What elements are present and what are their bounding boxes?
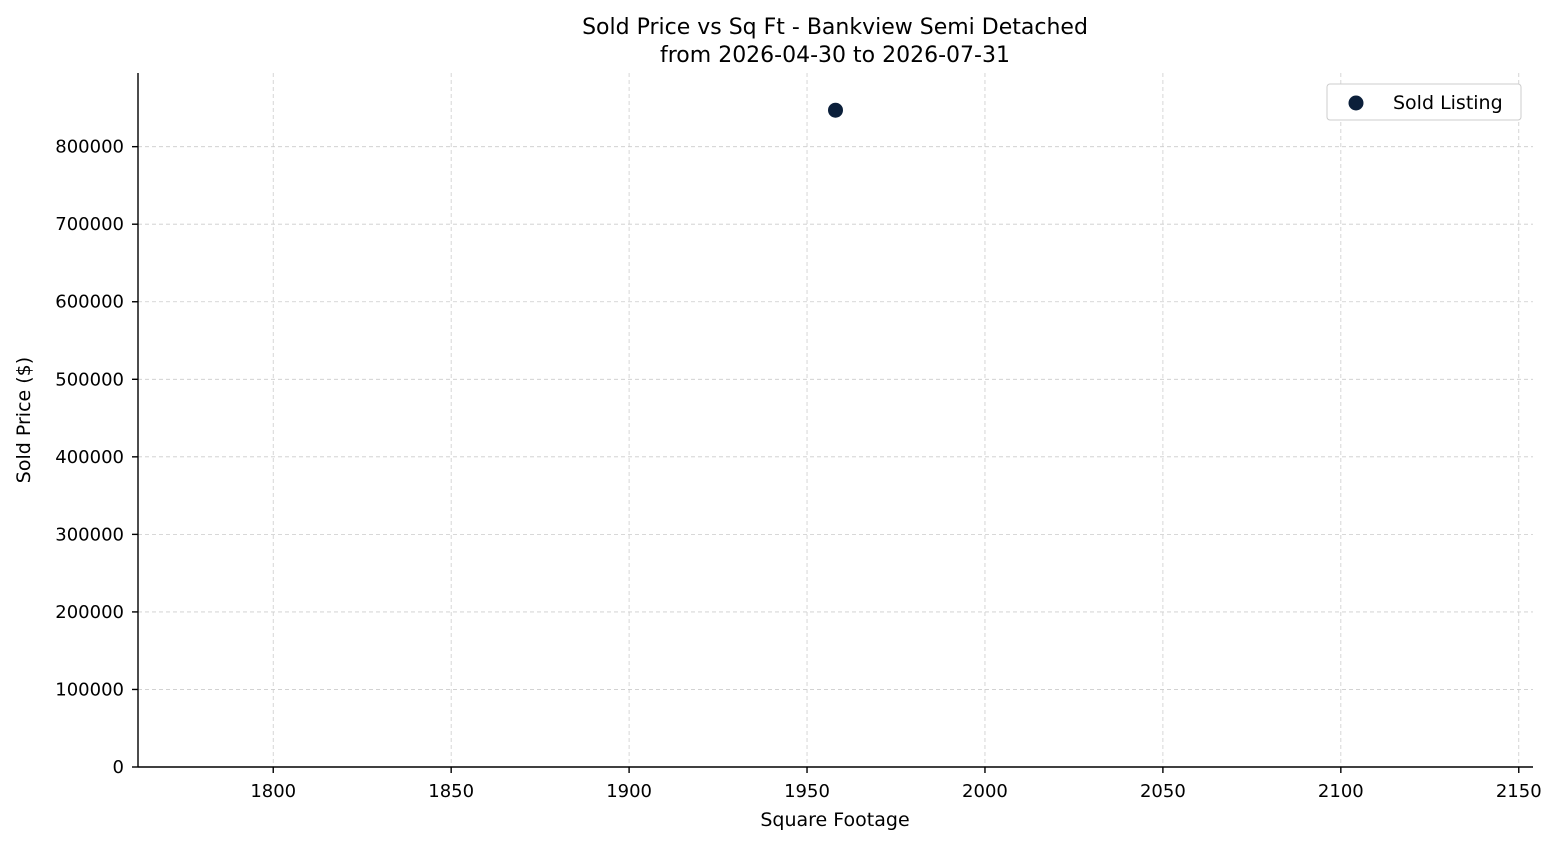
x-tick-label: 1900 (606, 781, 652, 802)
y-axis-label: Sold Price ($) (13, 357, 35, 483)
x-tick-label: 2100 (1318, 781, 1364, 802)
x-tick-label: 1950 (784, 781, 830, 802)
chart-title: Sold Price vs Sq Ft - Bankview Semi Deta… (582, 15, 1088, 40)
legend-label: Sold Listing (1393, 92, 1503, 114)
x-tick-label: 2050 (1140, 781, 1186, 802)
legend-box (1326, 83, 1522, 121)
data-point (828, 102, 843, 118)
y-tick-label: 300000 (55, 524, 124, 545)
legend: Sold Listing (1326, 83, 1522, 121)
y-tick-label: 400000 (55, 447, 124, 468)
y-tick-label: 800000 (55, 137, 124, 158)
x-tick-label: 1800 (250, 781, 296, 802)
legend-marker (1348, 95, 1364, 111)
grid-lines (138, 73, 1533, 767)
y-tick-label: 100000 (55, 679, 124, 700)
y-tick-label: 600000 (55, 292, 124, 313)
y-tick-label: 700000 (55, 214, 124, 235)
x-tick-label: 1850 (428, 781, 474, 802)
y-tick-label: 200000 (55, 602, 124, 623)
x-axis-label: Square Footage (760, 809, 909, 831)
data-points (828, 102, 843, 118)
chart-subtitle: from 2026-04-30 to 2026-07-31 (660, 43, 1010, 68)
y-tick-label: 500000 (55, 369, 124, 390)
axis-ticks: 1800 1850 1900 1950 2000 2050 2100 2150 0 100000 2… (55, 137, 1541, 802)
y-tick-label: 0 (113, 757, 124, 778)
x-tick-label: 2150 (1496, 781, 1542, 802)
x-tick-label: 2000 (962, 781, 1008, 802)
